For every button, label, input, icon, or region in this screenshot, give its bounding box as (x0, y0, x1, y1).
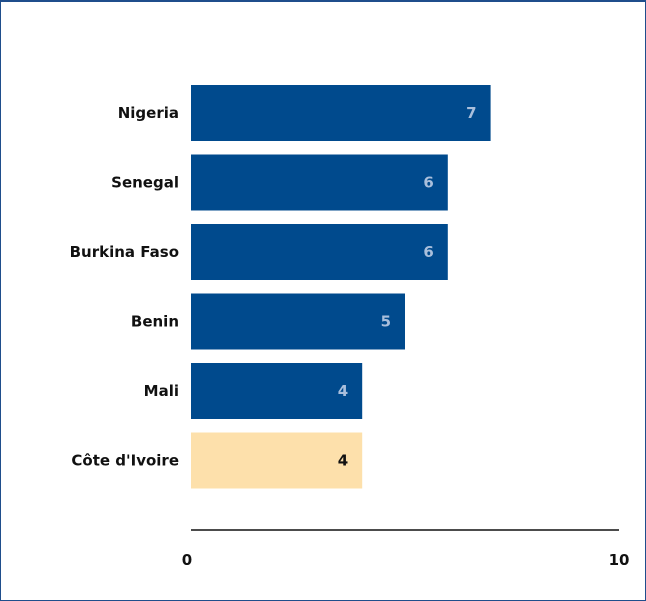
bar-1 (191, 154, 448, 211)
x-tick-label-0: 0 (182, 551, 192, 569)
value-label-2: 6 (423, 243, 433, 261)
category-label-5: Côte d'Ivoire (71, 452, 179, 470)
category-label-1: Senegal (111, 174, 179, 192)
category-label-0: Nigeria (118, 104, 179, 122)
bar-4 (191, 363, 363, 419)
category-label-3: Benin (131, 313, 179, 331)
value-label-3: 5 (381, 313, 391, 331)
value-label-1: 6 (423, 174, 433, 192)
x-tick-label-1: 10 (609, 551, 630, 569)
bar-2 (191, 224, 448, 280)
value-label-5: 4 (338, 452, 348, 470)
value-label-4: 4 (338, 382, 348, 400)
category-label-4: Mali (144, 382, 179, 400)
value-label-0: 7 (466, 104, 476, 122)
category-label-2: Burkina Faso (70, 243, 179, 261)
x-axis: 0 10 (182, 529, 630, 569)
bar-0 (191, 85, 491, 141)
bar-5 (191, 432, 363, 489)
bars-group: Nigeria 7 Senegal 6 Burkina Faso 6 Benin 5 Mali 4… (70, 85, 491, 489)
bar-3 (191, 293, 405, 350)
